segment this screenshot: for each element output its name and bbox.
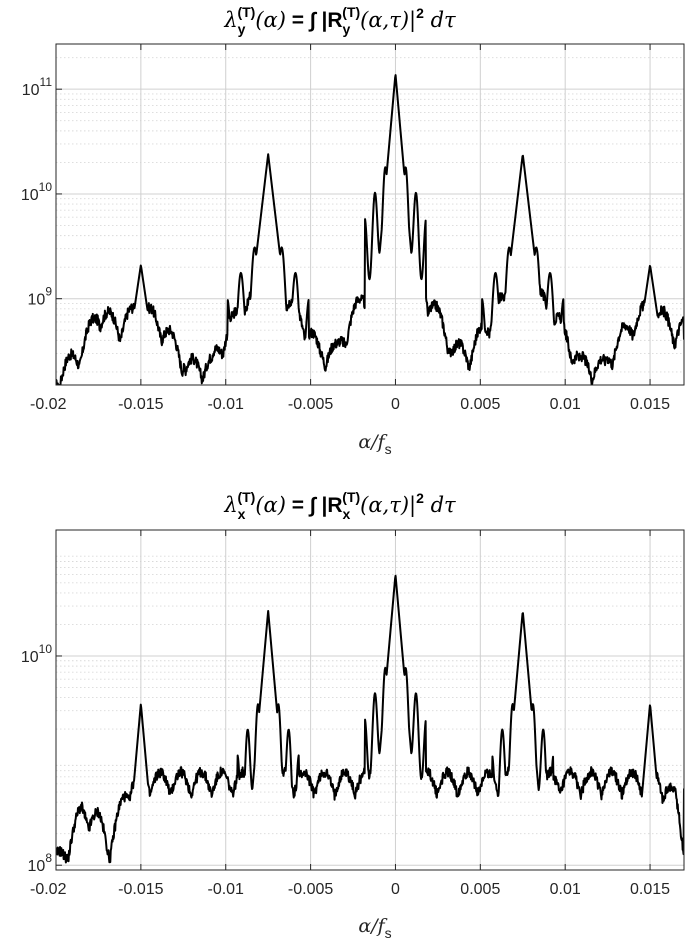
x-tick-label: 0.005: [460, 881, 500, 898]
y-tick-label: 1010: [21, 180, 52, 204]
plot-area: [56, 530, 684, 870]
x-tick-label: 0.01: [550, 881, 581, 898]
chart-top: -0.02 -0.015 -0.01 -0.005 0 0.005 0.01 0.015 109…: [21, 4, 685, 457]
y-tick-label: 1010: [21, 642, 52, 666]
x-tick-label: 0.01: [550, 396, 581, 413]
axes-box: [55, 529, 685, 871]
chart-bottom: -0.02 -0.015 -0.01 -0.005 0 0.005 0.01 0.015 108…: [21, 489, 685, 941]
chart-title: λy(T)(α) = ∫ |Ry(T)(α,τ)|2 dτ: [223, 4, 456, 37]
x-tick-label: -0.015: [118, 396, 163, 413]
x-tick-label: -0.01: [207, 881, 244, 898]
x-axis-label: α/fs: [358, 915, 391, 941]
x-tick-label: 0: [391, 396, 400, 413]
y-tick-label: 109: [28, 285, 53, 309]
x-tick-label: -0.005: [288, 396, 333, 413]
axes-box: [55, 43, 685, 386]
x-tick-label: 0.005: [460, 396, 500, 413]
series-line: [56, 74, 684, 385]
x-tick-label: -0.02: [30, 396, 67, 413]
x-axis-label: α/fs: [358, 431, 391, 457]
grid: [55, 530, 684, 870]
x-tick-label: 0: [391, 881, 400, 898]
chart-title: λx(T)(α) = ∫ |Rx(T)(α,τ)|2 dτ: [223, 489, 456, 522]
plot-area: [56, 44, 684, 385]
y-tick-label: 1011: [22, 75, 53, 99]
x-tick-label: 0.015: [630, 396, 670, 413]
x-tick-label: -0.02: [30, 881, 67, 898]
x-tick-label: -0.01: [207, 396, 244, 413]
series-line: [56, 574, 684, 864]
x-tick-label: -0.005: [288, 881, 333, 898]
y-tick-label: 108: [28, 851, 53, 875]
x-tick-label: 0.015: [630, 881, 670, 898]
x-tick-label: -0.015: [118, 881, 163, 898]
